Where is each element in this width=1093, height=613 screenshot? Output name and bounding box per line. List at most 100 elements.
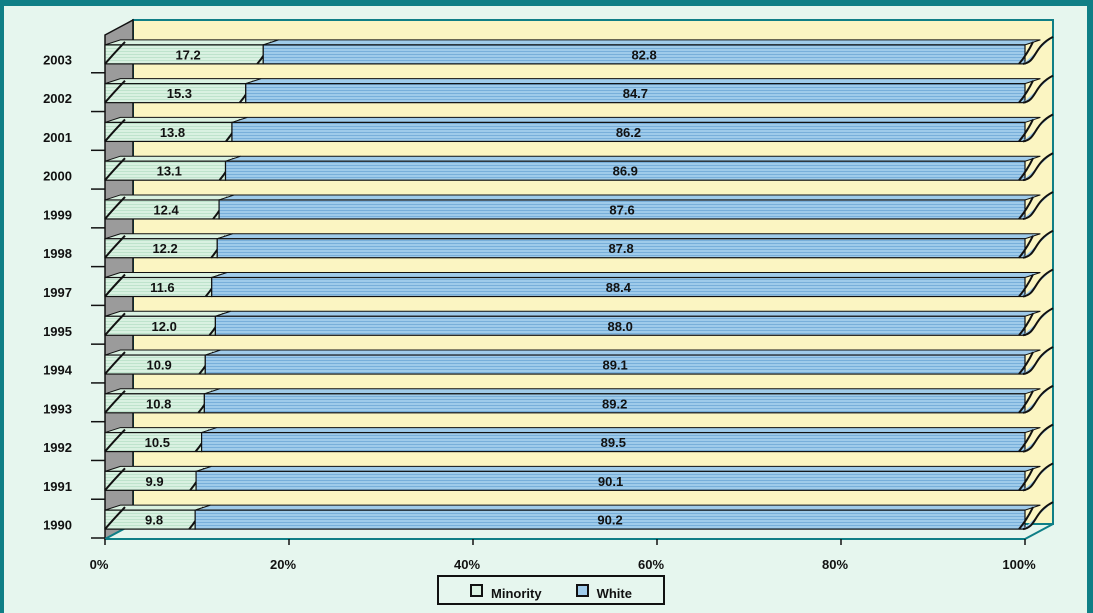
y-tick-label-1992: 1992 <box>43 440 72 455</box>
bar-white-1999-top <box>218 194 1041 201</box>
x-tick-label-3: 60% <box>638 557 664 572</box>
bar-white-1998-top <box>217 233 1041 240</box>
data-label-minority-1992: 10.5 <box>145 435 170 450</box>
bar-end-cap-1999 <box>1022 191 1054 220</box>
bar-start-cap-2000 <box>104 157 126 181</box>
data-label-minority-1994: 10.9 <box>146 358 171 373</box>
data-label-minority-1991: 9.9 <box>146 474 164 489</box>
data-label-white-1994: 89.1 <box>602 358 627 373</box>
legend-item-white: White <box>575 583 632 601</box>
bar-white-1995-cap <box>1018 312 1034 336</box>
bar-end-cap-2000 <box>1022 152 1054 182</box>
bar-white-1990-cap <box>1018 506 1034 530</box>
data-label-minority-2001: 13.8 <box>160 125 185 140</box>
data-label-white-1991: 90.1 <box>598 474 623 489</box>
bar-white-1993-top <box>204 388 1041 395</box>
data-label-minority-1998: 12.2 <box>152 241 177 256</box>
x-tick-label-0: 0% <box>90 557 109 572</box>
bar-white-2001-cap <box>1018 118 1034 143</box>
bar-end-cap-2001 <box>1022 113 1054 143</box>
y-tick-label-1991: 1991 <box>43 479 72 494</box>
bar-end-cap-2003 <box>1022 35 1054 65</box>
bar-start-cap-1995 <box>104 312 126 336</box>
data-label-white-1998: 87.8 <box>608 241 633 256</box>
bar-start-cap-2002 <box>104 79 126 104</box>
data-label-minority-1999: 12.4 <box>153 202 179 217</box>
x-tick-label-5: 100% <box>1002 557 1036 572</box>
bar-end-cap-1995 <box>1022 307 1054 337</box>
bar-end-cap-1991 <box>1022 462 1054 492</box>
bar-minority-2001-top <box>104 116 248 123</box>
bar-white-1997-cap <box>1018 274 1034 298</box>
bar-white-1999-cap <box>1018 196 1034 220</box>
data-label-white-2002: 84.7 <box>623 86 648 101</box>
bar-start-cap-1994 <box>104 351 126 375</box>
bar-start-cap-1990 <box>104 506 126 530</box>
bar-white-1991-top <box>195 465 1041 472</box>
data-label-white-1999: 87.6 <box>609 202 634 217</box>
x-tick-label-4: 80% <box>822 557 848 572</box>
y-tick-label-1994: 1994 <box>43 363 73 378</box>
bar-white-1998-cap <box>1018 235 1034 259</box>
bar-white-2000-top <box>225 155 1041 162</box>
legend-label-white: White <box>596 585 632 601</box>
data-label-white-1993: 89.2 <box>602 396 627 411</box>
bar-minority-1991-top <box>104 465 212 472</box>
bar-minority-2003-top <box>104 39 279 46</box>
bar-white-2002-cap <box>1018 80 1034 104</box>
data-label-white-2000: 86.9 <box>613 164 638 179</box>
bar-end-cap-1998 <box>1022 229 1054 259</box>
bar-minority-2002-top <box>104 78 262 85</box>
bar-start-cap-1997 <box>104 273 126 298</box>
data-label-minority-1993: 10.8 <box>146 396 171 411</box>
bar-start-cap-2001 <box>104 118 126 143</box>
data-label-minority-1995: 12.0 <box>152 319 177 334</box>
x-tick-label-1: 20% <box>270 557 296 572</box>
data-label-minority-2002: 15.3 <box>167 86 192 101</box>
legend-item-minority: Minority <box>470 583 542 601</box>
y-tick-label-2002: 2002 <box>43 91 72 106</box>
y-tick-label-2003: 2003 <box>43 52 72 67</box>
bar-white-1992-top <box>201 427 1041 434</box>
y-tick-label-1990: 1990 <box>43 518 72 533</box>
bar-start-cap-1992 <box>104 428 126 453</box>
bar-white-1994-cap <box>1018 351 1034 375</box>
bar-white-1997-top <box>211 272 1041 278</box>
bar-start-cap-1993 <box>104 390 126 414</box>
data-label-white-1992: 89.5 <box>601 435 626 450</box>
y-tick-label-2000: 2000 <box>43 169 72 184</box>
data-label-minority-2000: 13.1 <box>157 164 182 179</box>
data-label-white-1997: 88.4 <box>606 280 632 295</box>
data-label-white-2003: 82.8 <box>631 47 656 62</box>
legend-swatch-minority <box>470 583 484 597</box>
y-tick-label-1993: 1993 <box>43 401 72 416</box>
bar-white-2003-top <box>263 39 1041 46</box>
data-label-white-2001: 86.2 <box>616 125 641 140</box>
bar-white-1993-cap <box>1018 390 1034 414</box>
legend-label-minority: Minority <box>491 585 542 601</box>
bar-start-cap-1991 <box>104 467 126 491</box>
y-tick-label-2001: 2001 <box>43 130 72 145</box>
y-tick-label-1997: 1997 <box>43 285 72 300</box>
bar-minority-1990-top <box>104 504 211 511</box>
data-label-white-1990: 90.2 <box>597 513 622 528</box>
bar-white-1990-top <box>195 504 1041 511</box>
bar-white-1991-cap <box>1018 467 1034 491</box>
data-label-white-1995: 88.0 <box>608 319 633 334</box>
bar-white-1992-cap <box>1018 429 1034 453</box>
bar-white-2002-top <box>245 78 1041 85</box>
bar-white-2003-cap <box>1018 41 1034 65</box>
data-label-minority-1990: 9.8 <box>145 513 163 528</box>
bar-white-1994-top <box>205 349 1041 356</box>
legend-swatch-white <box>575 583 589 597</box>
data-label-minority-1997: 11.6 <box>150 280 175 295</box>
bar-end-cap-1994 <box>1022 346 1054 376</box>
bar-end-cap-1993 <box>1022 384 1054 414</box>
bar-end-cap-1992 <box>1022 423 1054 453</box>
bar-white-2000-cap <box>1018 157 1034 181</box>
y-tick-label-1995: 1995 <box>43 324 72 339</box>
bar-start-cap-1998 <box>104 235 126 259</box>
bar-end-cap-2002 <box>1022 74 1054 104</box>
